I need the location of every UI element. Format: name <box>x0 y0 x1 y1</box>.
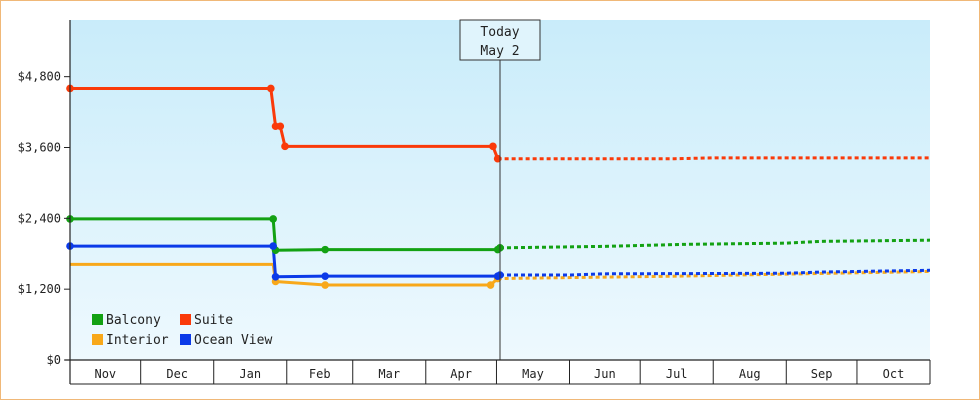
x-tick-label: Aug <box>739 367 761 381</box>
legend-label-ocean-view: Ocean View <box>194 333 272 348</box>
forecast-line-ocean-view <box>500 268 930 277</box>
legend-swatch-ocean-view <box>180 334 191 345</box>
y-tick-label: $3,600 <box>18 141 61 155</box>
x-tick-label: Sep <box>811 367 833 381</box>
y-tick-label: $0 <box>47 353 61 367</box>
legend-swatch-balcony <box>92 314 103 325</box>
x-tick-label: Nov <box>94 367 116 381</box>
data-point-suite[interactable] <box>281 142 289 151</box>
x-tick-label: Jan <box>239 367 261 381</box>
x-tick-label: Dec <box>166 367 188 381</box>
y-tick-label: $4,800 <box>18 70 61 84</box>
y-tick-label: $1,200 <box>18 282 61 296</box>
data-point-ocean-view[interactable] <box>321 272 329 280</box>
legend-swatch-interior <box>92 334 103 345</box>
x-tick-label: Oct <box>883 367 905 381</box>
legend-label-suite: Suite <box>194 313 233 328</box>
x-tick-label: Apr <box>450 367 472 381</box>
legend-label-interior: Interior <box>106 333 169 348</box>
data-point-balcony[interactable] <box>321 245 329 254</box>
data-point-interior[interactable] <box>321 281 329 289</box>
today-label: Today <box>480 25 519 40</box>
forecast-line-suite <box>497 156 930 161</box>
x-tick-label: May <box>522 367 544 381</box>
data-point-suite[interactable] <box>276 122 285 131</box>
y-tick-label: $2,400 <box>18 211 61 225</box>
data-point-suite[interactable] <box>267 84 275 93</box>
data-point-balcony[interactable] <box>269 215 277 223</box>
forecast-line-interior <box>497 269 930 281</box>
x-tick-label: Jul <box>666 367 688 381</box>
legend-swatch-suite <box>180 314 191 325</box>
today-date-label: May 2 <box>480 44 519 59</box>
data-point-interior[interactable] <box>486 281 495 289</box>
data-point-ocean-view[interactable] <box>269 242 277 250</box>
legend-label-balcony: Balcony <box>106 313 161 328</box>
data-point-suite[interactable] <box>489 142 497 151</box>
x-tick-label: Feb <box>309 367 331 381</box>
data-point-ocean-view[interactable] <box>271 272 280 281</box>
x-tick-label: Jun <box>594 367 616 381</box>
today-callout <box>459 19 541 61</box>
forecast-line-balcony <box>499 238 930 250</box>
x-tick-label: Mar <box>378 367 400 381</box>
